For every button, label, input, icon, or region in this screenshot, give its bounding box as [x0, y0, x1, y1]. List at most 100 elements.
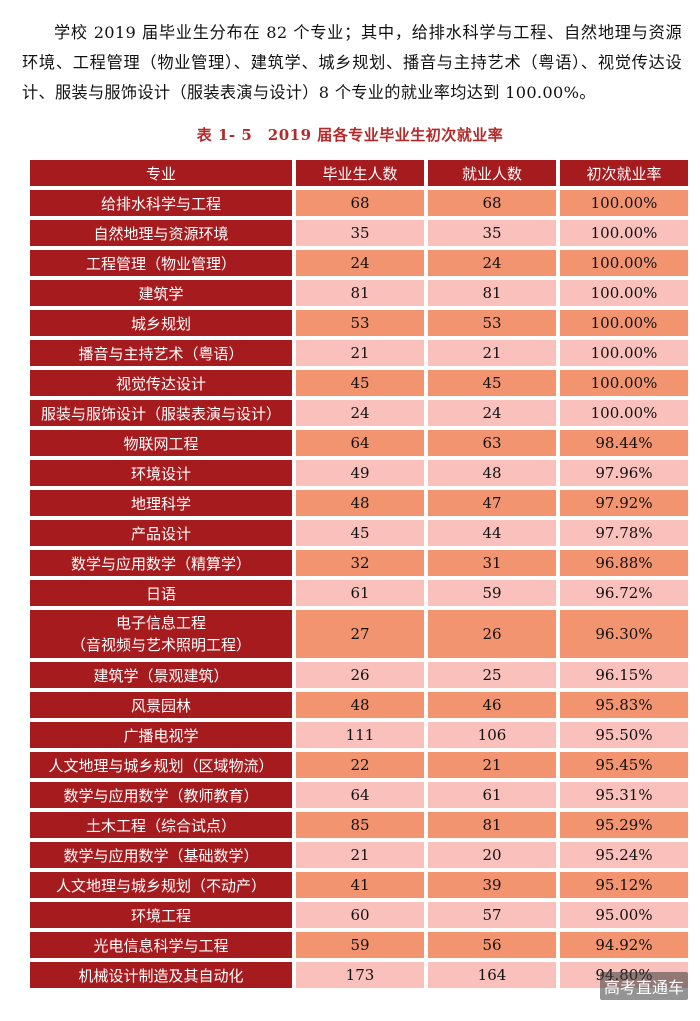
cell-rate: 100.00%	[560, 190, 688, 216]
cell-graduates: 26	[296, 662, 424, 688]
cell-graduates: 21	[296, 340, 424, 366]
major-name: 城乡规划	[130, 314, 191, 333]
cell-employed: 57	[428, 902, 556, 928]
major-name: 服装与服饰设计（服装表演与设计）	[40, 404, 281, 423]
table-row: 电子信息工程 （音视频与艺术照明工程） 27 26 96.30%	[30, 610, 688, 658]
table-row: 建筑学（景观建筑） 26 25 96.15%	[30, 662, 688, 688]
cell-major: 城乡规划	[30, 310, 292, 336]
cell-major: 产品设计	[30, 520, 292, 546]
major-name: 风景园林	[130, 696, 191, 715]
employment-rate-table: 专业 毕业生人数 就业人数 初次就业率 给排水科学与工程 68 68 100.00% 自…	[26, 156, 692, 992]
cell-graduates: 24	[296, 250, 424, 276]
major-name: 环境设计	[130, 464, 191, 483]
cell-rate: 94.92%	[560, 932, 688, 958]
cell-employed: 53	[428, 310, 556, 336]
cell-major: 光电信息科学与工程	[30, 932, 292, 958]
cell-rate: 95.31%	[560, 782, 688, 808]
cell-graduates: 53	[296, 310, 424, 336]
cell-employed: 31	[428, 550, 556, 576]
cell-rate: 96.72%	[560, 580, 688, 606]
cell-graduates: 64	[296, 782, 424, 808]
major-name: 电子信息工程	[115, 614, 206, 632]
cell-employed: 21	[428, 752, 556, 778]
cell-major: 数学与应用数学（精算学）	[30, 550, 292, 576]
cell-employed: 164	[428, 962, 556, 988]
cell-employed: 39	[428, 872, 556, 898]
cell-major: 土木工程（综合试点）	[30, 812, 292, 838]
cell-major: 建筑学（景观建筑）	[30, 662, 292, 688]
cell-employed: 35	[428, 220, 556, 246]
major-name: 人文地理与城乡规划（不动产）	[55, 876, 266, 895]
major-name: 物联网工程	[123, 434, 199, 453]
cell-major: 服装与服饰设计（服装表演与设计）	[30, 400, 292, 426]
table-row: 人文地理与城乡规划（区域物流） 22 21 95.45%	[30, 752, 688, 778]
major-name: 自然地理与资源环境	[93, 224, 229, 243]
cell-rate: 95.24%	[560, 842, 688, 868]
cell-graduates: 61	[296, 580, 424, 606]
major-name: 地理科学	[130, 494, 191, 513]
cell-rate: 100.00%	[560, 340, 688, 366]
cell-graduates: 64	[296, 430, 424, 456]
table-row: 播音与主持艺术（粤语） 21 21 100.00%	[30, 340, 688, 366]
major-name: 建筑学（景观建筑）	[93, 666, 229, 685]
cell-rate: 100.00%	[560, 250, 688, 276]
cell-employed: 45	[428, 370, 556, 396]
table-row: 日语 61 59 96.72%	[30, 580, 688, 606]
table-row: 风景园林 48 46 95.83%	[30, 692, 688, 718]
cell-major: 电子信息工程 （音视频与艺术照明工程）	[30, 610, 292, 658]
cell-major: 播音与主持艺术（粤语）	[30, 340, 292, 366]
cell-graduates: 45	[296, 370, 424, 396]
cell-rate: 95.29%	[560, 812, 688, 838]
cell-major: 地理科学	[30, 490, 292, 516]
cell-rate: 100.00%	[560, 220, 688, 246]
cell-graduates: 49	[296, 460, 424, 486]
intro-paragraph: 学校 2019 届毕业生分布在 82 个专业；其中，给排水科学与工程、自然地理与…	[22, 23, 682, 103]
table-row: 自然地理与资源环境 35 35 100.00%	[30, 220, 688, 246]
cell-employed: 47	[428, 490, 556, 516]
cell-rate: 97.96%	[560, 460, 688, 486]
cell-rate: 95.83%	[560, 692, 688, 718]
cell-rate: 98.44%	[560, 430, 688, 456]
table-header-row: 专业 毕业生人数 就业人数 初次就业率	[30, 160, 688, 186]
cell-employed: 48	[428, 460, 556, 486]
cell-employed: 20	[428, 842, 556, 868]
major-name: 视觉传达设计	[115, 374, 206, 393]
cell-graduates: 27	[296, 610, 424, 658]
cell-major: 人文地理与城乡规划（区域物流）	[30, 752, 292, 778]
table-caption: 表 1- 5 2019 届各专业毕业生初次就业率	[196, 126, 504, 144]
major-name: 工程管理（物业管理）	[85, 254, 236, 273]
major-name: 播音与主持艺术（粤语）	[78, 344, 244, 363]
cell-major: 日语	[30, 580, 292, 606]
table-row: 数学与应用数学（教师教育） 64 61 95.31%	[30, 782, 688, 808]
table-row: 服装与服饰设计（服装表演与设计） 24 24 100.00%	[30, 400, 688, 426]
cell-major: 数学与应用数学（教师教育）	[30, 782, 292, 808]
cell-employed: 68	[428, 190, 556, 216]
cell-employed: 81	[428, 280, 556, 306]
cell-major: 数学与应用数学（基础数学）	[30, 842, 292, 868]
cell-major: 工程管理（物业管理）	[30, 250, 292, 276]
major-name: 给排水科学与工程	[100, 194, 221, 213]
cell-graduates: 48	[296, 490, 424, 516]
major-name: 广播电视学	[123, 726, 199, 745]
major-name: 机械设计制造及其自动化	[78, 966, 244, 985]
cell-major: 物联网工程	[30, 430, 292, 456]
cell-graduates: 59	[296, 932, 424, 958]
cell-major: 环境工程	[30, 902, 292, 928]
cell-employed: 21	[428, 340, 556, 366]
cell-graduates: 68	[296, 190, 424, 216]
table-row: 物联网工程 64 63 98.44%	[30, 430, 688, 456]
cell-graduates: 41	[296, 872, 424, 898]
cell-employed: 63	[428, 430, 556, 456]
cell-employed: 24	[428, 400, 556, 426]
table-row: 产品设计 45 44 97.78%	[30, 520, 688, 546]
major-subname: （音视频与艺术照明工程）	[70, 636, 251, 654]
table-row: 机械设计制造及其自动化17316494.80%	[30, 962, 688, 988]
major-name: 环境工程	[130, 906, 191, 925]
cell-employed: 59	[428, 580, 556, 606]
cell-major: 给排水科学与工程	[30, 190, 292, 216]
table-row: 城乡规划 53 53 100.00%	[30, 310, 688, 336]
table-row: 土木工程（综合试点） 85 81 95.29%	[30, 812, 688, 838]
cell-rate: 100.00%	[560, 400, 688, 426]
cell-rate: 95.45%	[560, 752, 688, 778]
table-row: 给排水科学与工程 68 68 100.00%	[30, 190, 688, 216]
